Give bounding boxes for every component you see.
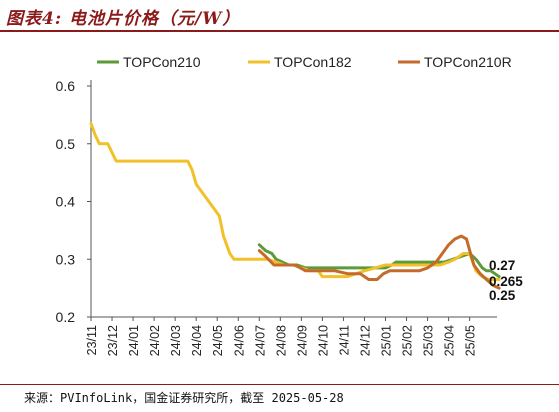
x-tick-label: 25/01: [380, 325, 394, 356]
x-tick-label: 25/05: [464, 325, 478, 356]
x-tick-label: 24/06: [232, 325, 246, 356]
x-tick-label: 24/08: [274, 325, 288, 356]
series-line-topcon182: [89, 122, 501, 281]
y-tick-label: 0.2: [56, 309, 76, 325]
title-divider: [0, 30, 559, 32]
y-tick-label: 0.5: [56, 136, 76, 152]
x-tick-label: 24/02: [148, 325, 162, 356]
legend-label-topcon182: TOPCon182: [274, 54, 352, 70]
end-value-label: 0.265: [489, 274, 523, 289]
y-tick-label: 0.6: [56, 78, 76, 94]
x-tick-label: 24/07: [253, 325, 267, 356]
x-tick-label: 25/02: [401, 325, 415, 356]
x-tick-label: 24/04: [190, 325, 204, 356]
x-tick-label: 23/12: [106, 325, 120, 356]
x-tick-label: 25/03: [422, 325, 436, 356]
chart-title: 图表4: 电池片价格（元/W）: [6, 9, 241, 29]
legend-label-topcon210r: TOPCon210R: [424, 54, 512, 70]
x-tick-label: 23/11: [85, 325, 99, 355]
x-tick-label: 24/10: [316, 325, 330, 356]
chart: 0.2 0.3 0.4 0.5 0.6 23/11 23/12 24/01 24/02 24/0…: [56, 54, 524, 356]
footer-divider: [0, 384, 559, 385]
x-tick-label: 24/11: [337, 325, 351, 355]
end-value-label: 0.25: [489, 288, 516, 303]
x-tick-label: 24/01: [127, 325, 141, 356]
x-tick-label: 24/03: [169, 325, 183, 356]
y-axis: 0.2 0.3 0.4 0.5 0.6: [56, 78, 92, 325]
y-tick-label: 0.3: [56, 251, 76, 267]
y-tick-label: 0.4: [56, 194, 76, 210]
series-line-topcon210: [257, 243, 501, 279]
x-axis: 23/11 23/12 24/01 24/02 24/03 24/04 24/05 24/06…: [85, 316, 497, 356]
x-tick-label: 25/04: [443, 325, 457, 356]
legend: TOPCon210 TOPCon182 TOPCon210R: [97, 54, 512, 70]
series-line-topcon210r: [257, 234, 501, 290]
legend-label-topcon210: TOPCon210: [123, 54, 201, 70]
x-tick-label: 24/12: [358, 325, 372, 356]
x-tick-label: 24/09: [295, 325, 309, 356]
x-tick-label: 24/05: [211, 325, 225, 356]
end-value-label: 0.27: [489, 258, 515, 273]
source-note: 来源：PVInfoLink，国金证券研究所，截至 2025-05-28: [24, 391, 344, 405]
series-layer: [89, 122, 501, 290]
